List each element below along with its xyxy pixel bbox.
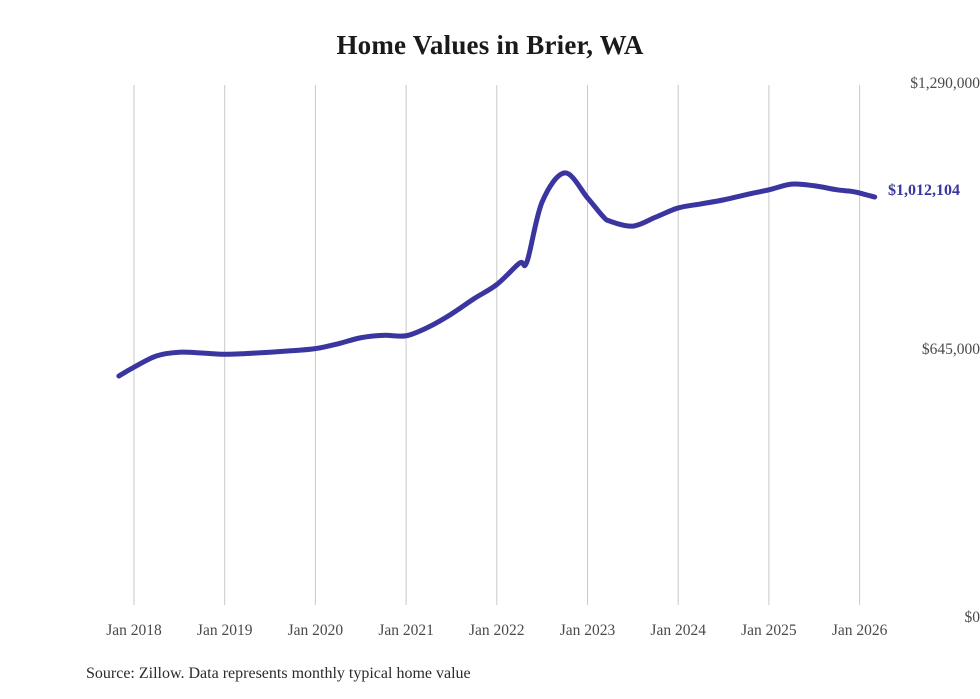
x-axis-tick-label: Jan 2026 — [831, 622, 888, 639]
data-series-group — [116, 170, 878, 379]
gridlines-group — [133, 85, 861, 605]
page-title: Home Values in Brier, WA — [336, 30, 644, 60]
x-axis-tick-label: Jan 2021 — [378, 622, 434, 639]
x-axis-tick-label: Jan 2020 — [287, 622, 344, 639]
source-note: Source: Zillow. Data represents monthly … — [86, 665, 471, 682]
y-axis-tick-mid: $645,000 — [921, 341, 980, 358]
series-line — [116, 170, 878, 379]
x-axis-tick-label: Jan 2025 — [741, 622, 797, 639]
y-axis-tick-zero: $0 — [964, 609, 980, 626]
x-axis-tick-label: Jan 2019 — [196, 622, 253, 639]
x-axis-tick-label: Jan 2018 — [106, 622, 162, 639]
y-axis-tick-top: $1,290,000 — [910, 75, 980, 92]
x-axis-tick-label: Jan 2022 — [469, 622, 525, 639]
x-axis-tick-label: Jan 2024 — [650, 622, 706, 639]
x-axis-tick-label: Jan 2023 — [559, 622, 616, 639]
series-end-value-label: $1,012,104 — [888, 182, 960, 199]
